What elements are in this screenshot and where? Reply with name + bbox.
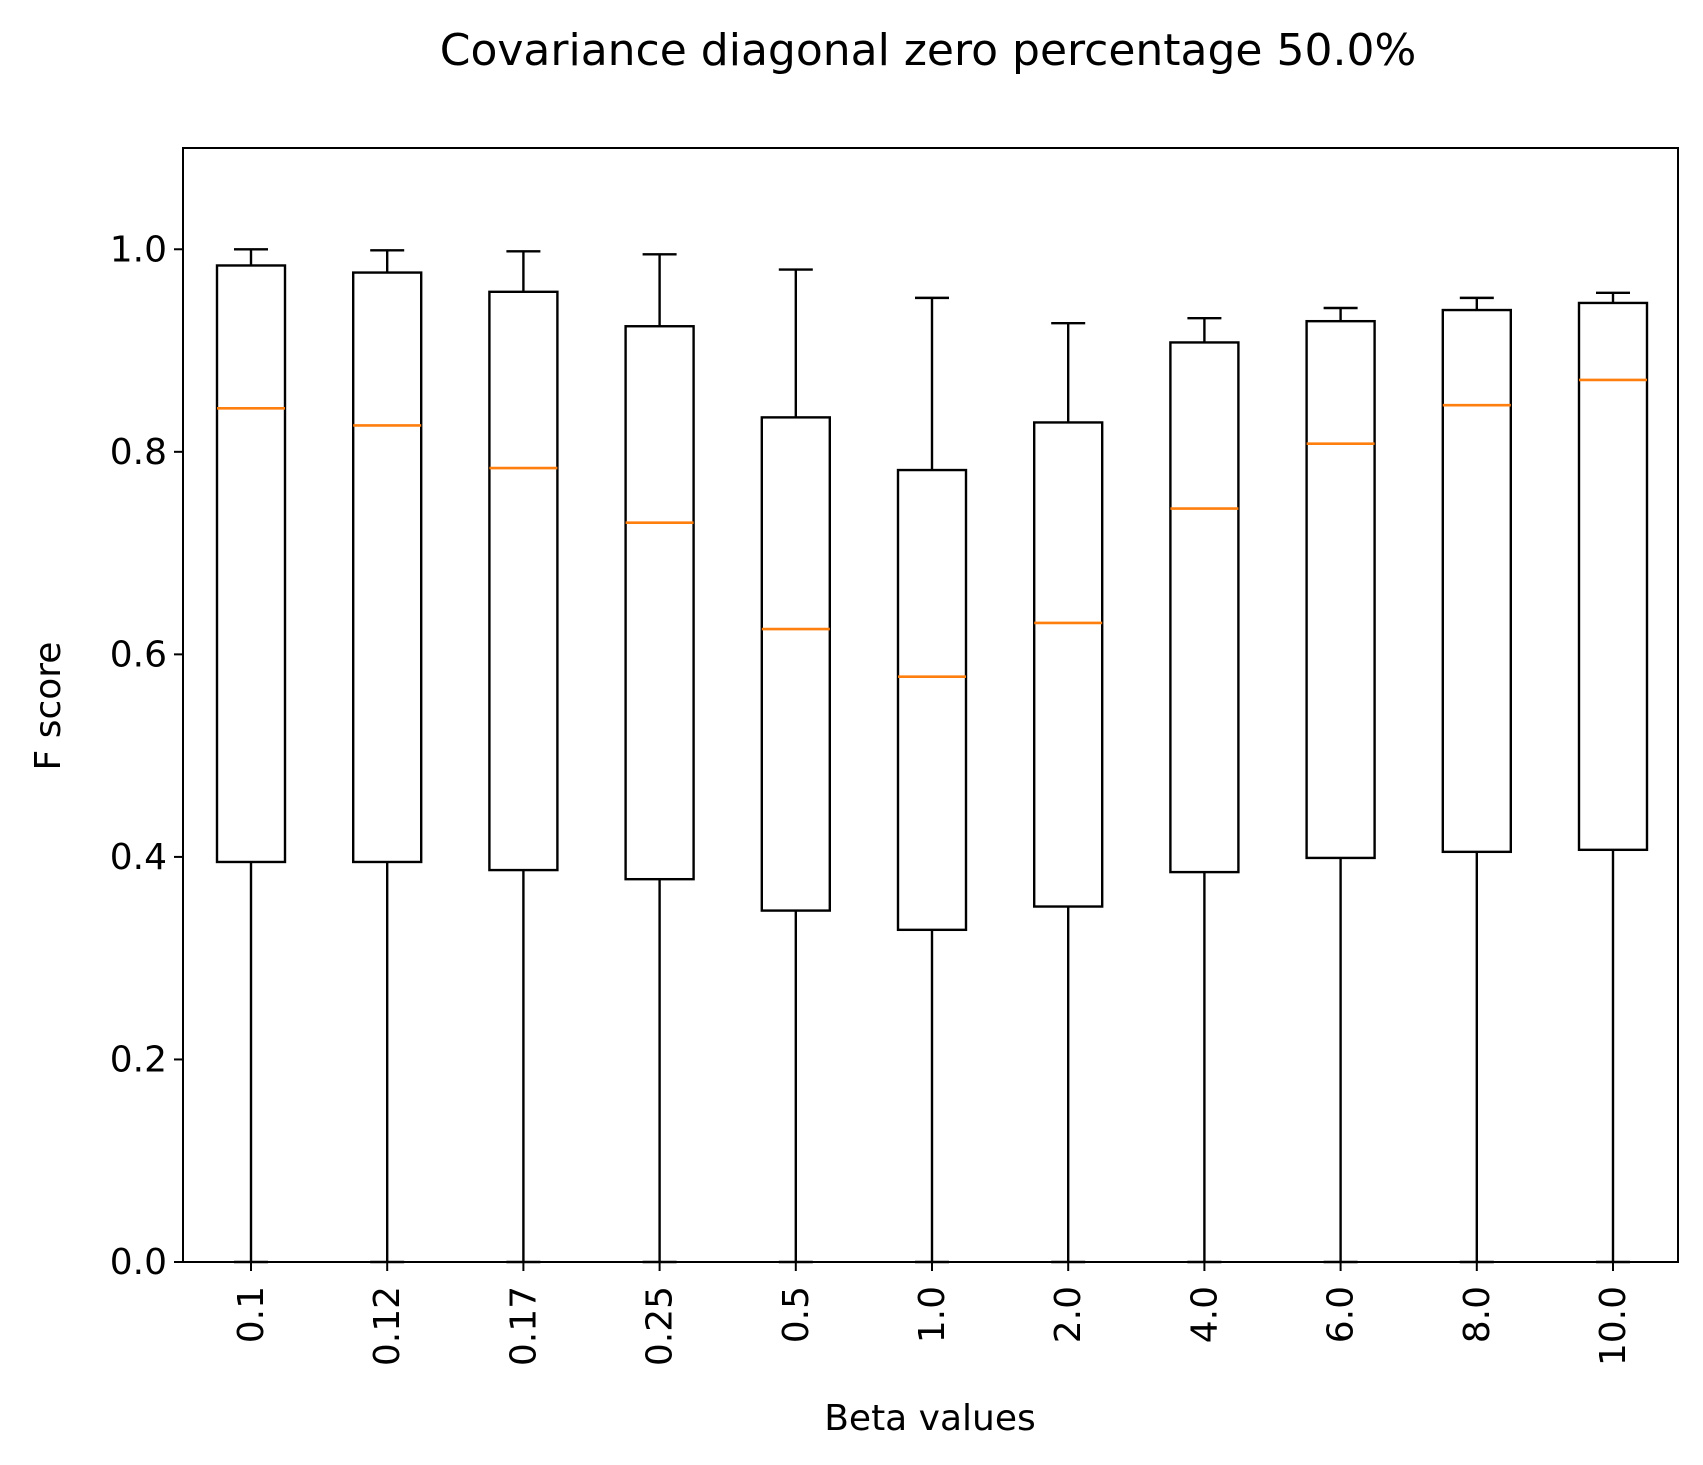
box bbox=[1305, 319, 1376, 860]
box-group bbox=[352, 249, 423, 1264]
box bbox=[215, 264, 287, 864]
box-group bbox=[488, 250, 559, 1264]
plot-frame bbox=[182, 147, 1679, 1263]
x-tick-label: 0.17 bbox=[503, 1286, 544, 1366]
box bbox=[624, 325, 695, 881]
box-group bbox=[1441, 296, 1513, 1264]
y-axis-label: F score bbox=[28, 642, 69, 771]
x-tick-label: 0.1 bbox=[231, 1286, 272, 1343]
y-tick-label: 1.0 bbox=[110, 229, 167, 270]
box bbox=[488, 290, 559, 872]
y-tick-label: 0.4 bbox=[110, 837, 167, 878]
box-group bbox=[760, 268, 831, 1264]
box-group bbox=[1169, 316, 1240, 1264]
y-tick-label: 0.6 bbox=[110, 634, 167, 675]
x-axis: 0.1 0.12 0.17 0.25 0.5 1.0 2.0 4.0 6.0 8.0 10.0 bbox=[231, 1262, 1634, 1366]
y-axis: 0.0 0.2 0.4 0.6 0.8 1.0 bbox=[110, 229, 183, 1283]
x-tick-label: 0.12 bbox=[367, 1286, 408, 1366]
box-group bbox=[896, 296, 968, 1264]
box bbox=[760, 416, 831, 912]
box bbox=[1169, 341, 1240, 874]
box-group bbox=[215, 248, 287, 1264]
x-tick-label: 1.0 bbox=[912, 1286, 953, 1343]
y-tick-label: 0.2 bbox=[110, 1039, 167, 1080]
box bbox=[1577, 301, 1649, 852]
x-tick-label: 0.25 bbox=[640, 1286, 681, 1366]
y-tick-label: 0.8 bbox=[110, 432, 167, 473]
x-tick-label: 6.0 bbox=[1321, 1286, 1362, 1343]
y-tick-label: 0.0 bbox=[110, 1242, 167, 1283]
plot-marks bbox=[215, 248, 1649, 1264]
box bbox=[896, 468, 968, 932]
x-tick-label: 4.0 bbox=[1184, 1286, 1225, 1343]
x-tick-label: 0.5 bbox=[776, 1286, 817, 1343]
box-group bbox=[1032, 322, 1104, 1264]
box-group bbox=[624, 253, 695, 1264]
box bbox=[1441, 308, 1513, 854]
chart-title: Covariance diagonal zero percentage 50.0… bbox=[440, 25, 1417, 76]
box bbox=[352, 271, 423, 864]
box bbox=[1032, 421, 1104, 908]
x-tick-label: 2.0 bbox=[1048, 1286, 1089, 1343]
box-group bbox=[1577, 291, 1649, 1264]
x-tick-label: 10.0 bbox=[1593, 1286, 1634, 1366]
x-axis-label: Beta values bbox=[824, 1398, 1036, 1439]
x-tick-label: 8.0 bbox=[1457, 1286, 1498, 1343]
box-group bbox=[1305, 306, 1376, 1264]
